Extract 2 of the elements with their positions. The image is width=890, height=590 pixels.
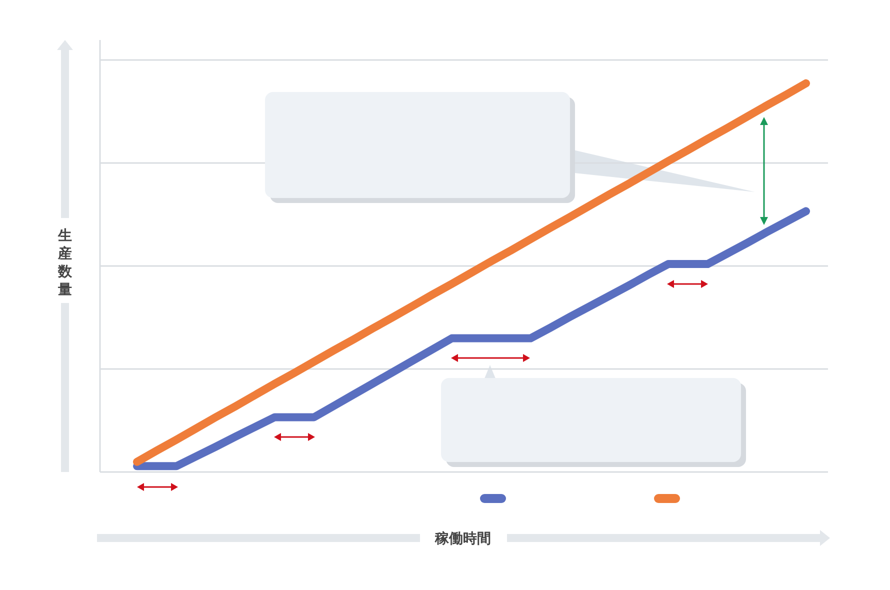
x-axis-title: 稼働時間	[434, 530, 491, 547]
y-axis-title: 生産数量	[57, 228, 73, 298]
